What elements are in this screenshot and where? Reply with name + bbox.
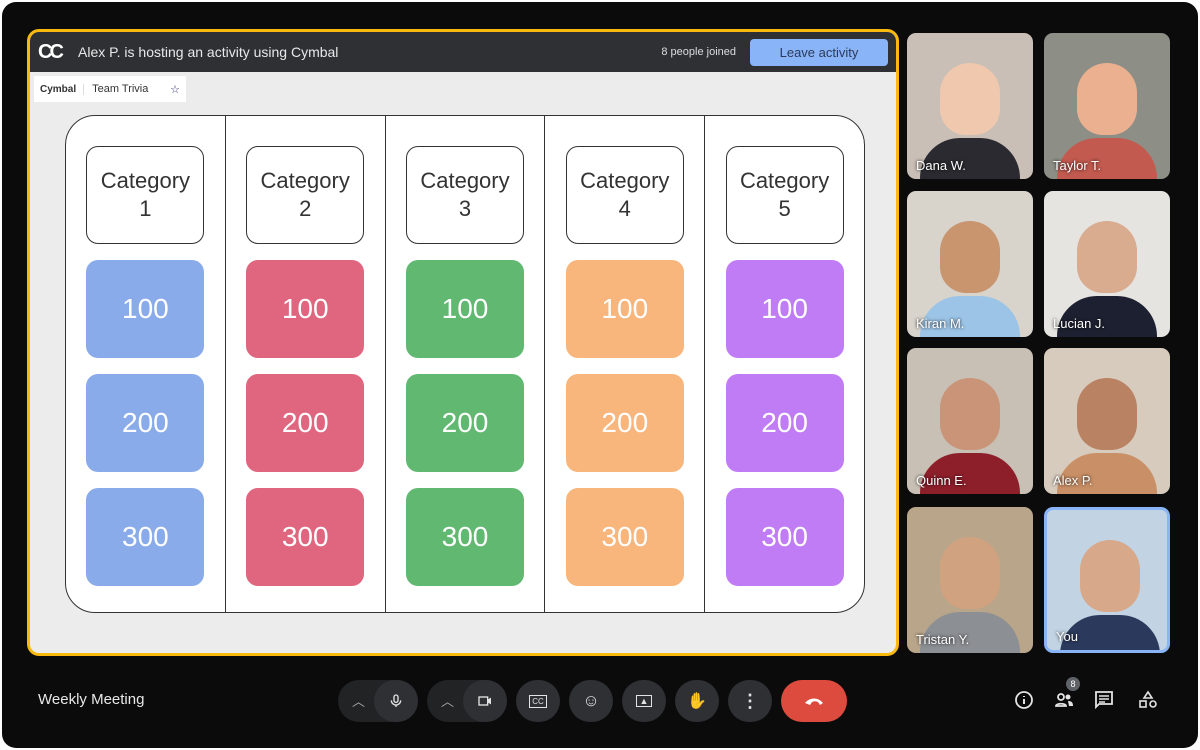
tab-brand: Cymbal (40, 83, 85, 95)
activity-header: CC Alex P. is hosting an activity using … (30, 32, 896, 72)
participant-video (1057, 138, 1157, 179)
more-vert-icon: ⋮ (741, 690, 759, 711)
captions-button[interactable]: CC (516, 680, 560, 722)
participant-tile[interactable]: Alex P. (1044, 348, 1170, 494)
participant-avatar (940, 378, 1000, 450)
participant-avatar (940, 221, 1000, 293)
participant-avatar (1080, 540, 1140, 612)
participant-tile[interactable]: Taylor T. (1044, 33, 1170, 179)
participant-tile[interactable]: Quinn E. (907, 348, 1033, 494)
category-header: Category 1 (86, 146, 205, 244)
cymbal-logo: CC (38, 40, 64, 63)
participant-tile[interactable]: Kiran M. (907, 191, 1033, 337)
mic-control[interactable]: ︿ (338, 680, 418, 722)
participant-tile[interactable]: Tristan Y. (907, 507, 1033, 653)
question-tile[interactable]: 300 (405, 488, 524, 586)
participant-name: Dana W. (916, 158, 966, 173)
participant-tile[interactable]: Lucian J. (1044, 191, 1170, 337)
question-tile[interactable]: 100 (246, 260, 365, 358)
question-tile[interactable]: 100 (405, 260, 524, 358)
camera-icon[interactable] (463, 680, 507, 722)
people-count-badge: 8 (1066, 677, 1080, 691)
info-icon[interactable] (1012, 688, 1036, 712)
present-button[interactable]: ▲ (622, 680, 666, 722)
joined-count: 8 people joined (661, 46, 736, 58)
question-tile[interactable]: 100 (725, 260, 844, 358)
category-header: Category 2 (246, 146, 365, 244)
participant-video (1057, 296, 1157, 337)
category-column: Category 5 100 200 300 (705, 116, 864, 612)
participant-avatar (1077, 378, 1137, 450)
more-options-button[interactable]: ⋮ (728, 680, 772, 722)
participant-video (920, 453, 1020, 494)
participant-tile[interactable]: You (1044, 507, 1170, 653)
activity-tab[interactable]: Cymbal Team Trivia ☆ (34, 76, 186, 102)
question-tile[interactable]: 200 (86, 374, 205, 472)
hand-icon: ✋ (687, 693, 707, 710)
reactions-button[interactable]: ☺ (569, 680, 613, 722)
captions-icon: CC (529, 694, 547, 708)
participant-name: Lucian J. (1053, 316, 1106, 331)
participant-name: Alex P. (1053, 473, 1093, 488)
camera-options-caret-icon[interactable]: ︿ (441, 694, 455, 709)
participant-name: Tristan Y. (916, 632, 970, 647)
participant-video (1057, 453, 1157, 494)
leave-call-button[interactable] (781, 680, 847, 722)
mic-options-caret-icon[interactable]: ︿ (352, 694, 366, 709)
people-icon[interactable] (1052, 688, 1076, 712)
mic-icon[interactable] (374, 680, 418, 722)
category-header: Category 3 (405, 146, 524, 244)
participant-avatar (1077, 63, 1137, 135)
phone-hangup-icon (805, 698, 823, 705)
participant-video (920, 296, 1020, 337)
host-text: Alex P. is hosting an activity using Cym… (78, 44, 339, 60)
question-tile[interactable]: 300 (86, 488, 205, 586)
raise-hand-button[interactable]: ✋ (675, 680, 719, 722)
question-tile[interactable]: 300 (246, 488, 365, 586)
question-tile[interactable]: 200 (725, 374, 844, 472)
participant-tile[interactable]: Dana W. (907, 33, 1033, 179)
participant-video (920, 138, 1020, 179)
question-tile[interactable]: 100 (86, 260, 205, 358)
category-column: Category 4 100 200 300 (545, 116, 706, 612)
question-tile[interactable]: 300 (725, 488, 844, 586)
category-header: Category 5 (725, 146, 844, 244)
question-tile[interactable]: 200 (565, 374, 684, 472)
participant-avatar (940, 537, 1000, 609)
category-column: Category 1 100 200 300 (66, 116, 226, 612)
meeting-title: Weekly Meeting (38, 691, 145, 708)
participant-video (920, 612, 1020, 653)
participant-avatar (940, 63, 1000, 135)
emoji-icon: ☺ (582, 691, 600, 710)
present-screen-icon: ▲ (635, 695, 653, 707)
category-header: Category 4 (565, 146, 684, 244)
participant-avatar (1077, 221, 1137, 293)
trivia-board: Category 1 100 200 300 Category 2 100 200 300 Ca… (65, 115, 865, 613)
question-tile[interactable]: 200 (246, 374, 365, 472)
participant-name: Kiran M. (916, 316, 965, 331)
activity-panel: CC Alex P. is hosting an activity using … (27, 29, 899, 656)
tab-title: Team Trivia (92, 83, 149, 95)
question-tile[interactable]: 300 (565, 488, 684, 586)
participant-name: Taylor T. (1053, 158, 1102, 173)
star-icon[interactable]: ☆ (170, 83, 180, 96)
category-column: Category 2 100 200 300 (226, 116, 386, 612)
chat-icon[interactable] (1092, 688, 1116, 712)
camera-control[interactable]: ︿ (427, 680, 507, 722)
participant-name: Quinn E. (916, 473, 967, 488)
question-tile[interactable]: 100 (565, 260, 684, 358)
activities-icon[interactable] (1136, 688, 1160, 712)
leave-activity-button[interactable]: Leave activity (750, 38, 888, 66)
question-tile[interactable]: 200 (405, 374, 524, 472)
participant-name: You (1056, 629, 1078, 644)
category-column: Category 3 100 200 300 (386, 116, 546, 612)
